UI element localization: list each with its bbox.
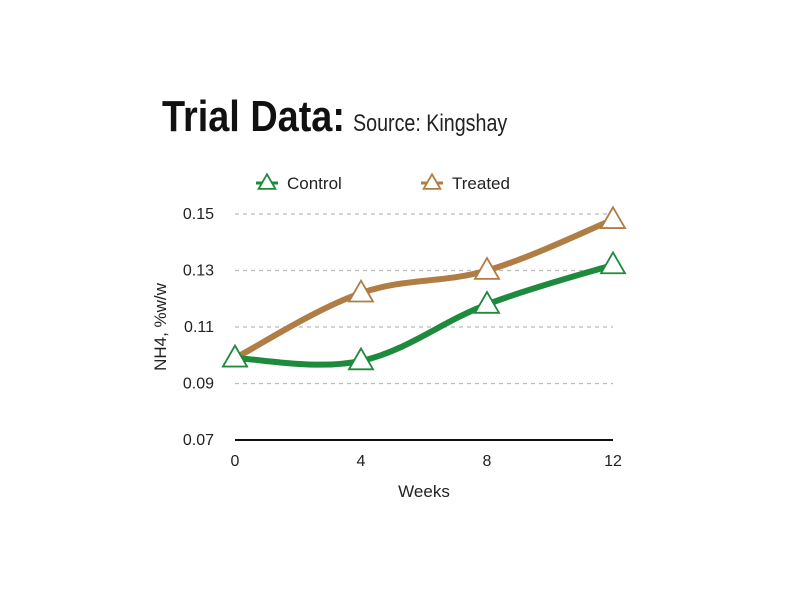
data-point-treated	[599, 205, 627, 229]
axes: 0.07 0.09 0.11 0.13 0.15 0 4 8 12 Weeks NH4, %w/w	[151, 206, 622, 501]
series-line-control	[232, 261, 616, 368]
chart-subtitle: Source: Kingshay	[352, 110, 507, 137]
x-tick-label: 12	[604, 453, 622, 470]
y-tick-label: 0.15	[183, 206, 214, 223]
y-tick-label: 0.07	[183, 432, 214, 449]
data-point-control	[599, 250, 627, 275]
y-axis-label: NH4, %w/w	[151, 282, 170, 371]
legend: Control Treated	[256, 172, 510, 193]
y-tick-label: 0.13	[183, 263, 214, 280]
grid-lines	[235, 213, 613, 385]
y-tick-label: 0.11	[184, 319, 214, 336]
data-point-treated	[473, 256, 501, 280]
data-point-treated	[347, 278, 375, 303]
series-lines	[221, 205, 627, 371]
x-tick-label: 4	[357, 453, 366, 470]
legend-marker-control	[257, 172, 277, 190]
data-point-control	[473, 290, 501, 314]
data-point-control	[347, 346, 375, 371]
x-axis-label: Weeks	[398, 482, 450, 501]
chart-title: Trial Data:	[162, 92, 345, 141]
y-tick-label: 0.09	[183, 376, 214, 393]
x-tick-label: 0	[231, 453, 240, 470]
data-point-control	[221, 343, 249, 368]
x-tick-label: 8	[483, 453, 492, 470]
legend-label-control: Control	[287, 174, 342, 193]
chart-title-block: Trial Data: Source: Kingshay	[162, 92, 541, 142]
series-line-treated	[232, 216, 616, 362]
legend-label-treated: Treated	[452, 174, 510, 193]
legend-marker-treated	[422, 172, 442, 190]
